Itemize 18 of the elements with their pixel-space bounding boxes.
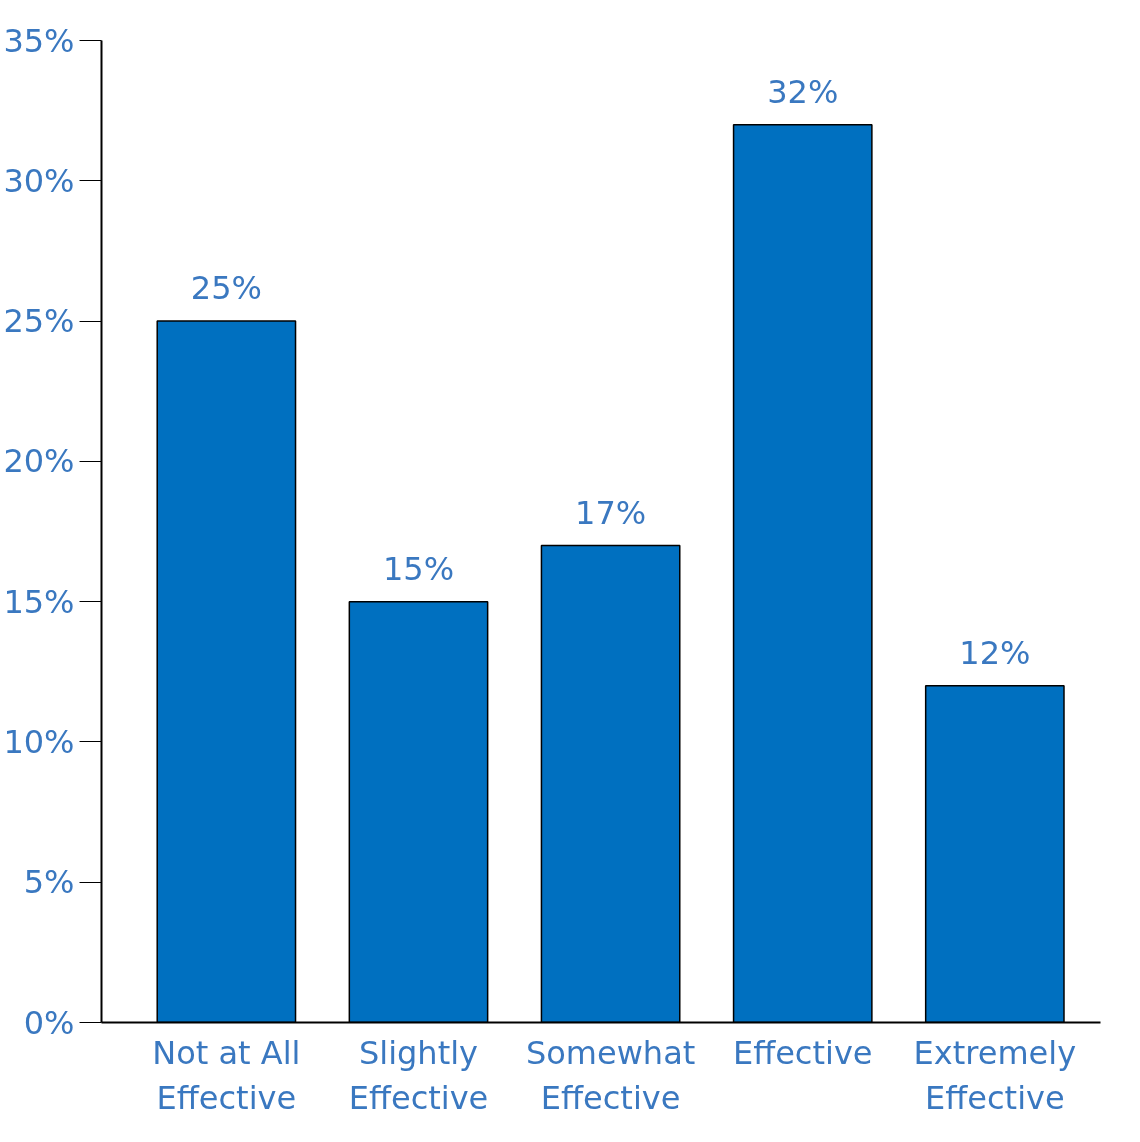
x-tick-label: Extremely Effective — [913, 1033, 1077, 1118]
y-tick-label: 30% — [3, 161, 75, 200]
data-label: 12% — [959, 633, 1031, 672]
data-label: 17% — [575, 493, 647, 532]
y-tick-label: 10% — [3, 722, 75, 761]
data-label: 25% — [190, 269, 262, 308]
x-tick-label: Slightly Effective — [348, 1033, 489, 1118]
x-tick-label: Somewhat Effective — [525, 1033, 696, 1118]
x-tick-label: Not at All Effective — [152, 1033, 301, 1118]
data-label: 32% — [767, 72, 839, 111]
y-tick-label: 20% — [3, 442, 75, 481]
y-tick-label: 15% — [3, 582, 75, 621]
x-tick-label: Effective — [732, 1033, 873, 1072]
y-tick-label: 5% — [23, 863, 75, 902]
y-tick-label: 25% — [3, 302, 75, 341]
y-tick-label: 35% — [3, 21, 75, 60]
data-label: 15% — [382, 549, 455, 588]
y-tick-label: 0% — [23, 1003, 75, 1042]
